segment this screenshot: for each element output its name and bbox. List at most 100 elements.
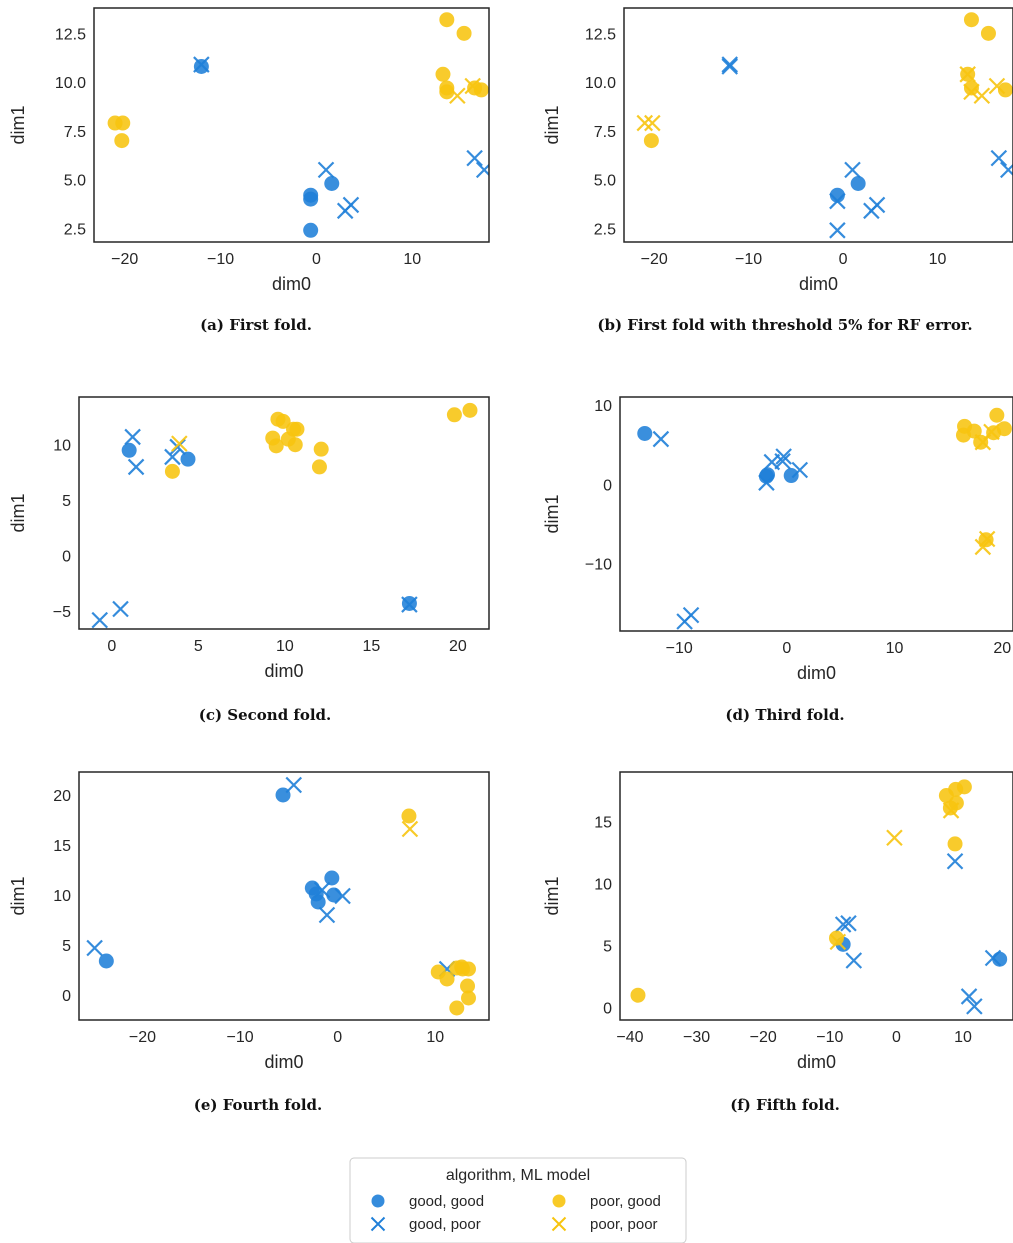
y-tick-label: 20 xyxy=(53,788,71,805)
x-tick-label: 20 xyxy=(449,638,467,655)
data-point-circle xyxy=(473,82,489,98)
data-point-circle xyxy=(180,451,196,467)
legend: algorithm, ML model good, good good, poor p… xyxy=(349,1157,687,1243)
y-tick-label: 5 xyxy=(603,939,612,956)
legend-title: algorithm, ML model xyxy=(446,1167,590,1184)
data-point-circle xyxy=(963,80,979,96)
data-point-circle xyxy=(313,441,329,457)
data-point-x xyxy=(974,433,992,451)
data-point-circle xyxy=(121,442,137,458)
data-point-circle xyxy=(966,423,982,439)
data-point-x xyxy=(464,77,481,95)
legend-item: good, poor xyxy=(370,1216,481,1233)
data-points xyxy=(637,407,1012,630)
x-tick-label: 10 xyxy=(426,1029,444,1046)
y-axis-label: dim1 xyxy=(542,494,562,533)
data-point-x xyxy=(124,428,141,446)
y-tick-label: 10.0 xyxy=(55,75,86,92)
legend-item: poor, poor xyxy=(551,1216,658,1233)
data-point-circle xyxy=(980,25,996,41)
data-point-circle xyxy=(439,12,455,28)
y-tick-label: 2.5 xyxy=(64,221,86,238)
plot-frame xyxy=(619,771,1013,1021)
x-axis-label: dim0 xyxy=(272,274,311,294)
x-tick-label: 10 xyxy=(954,1029,972,1046)
x-tick-label: −10 xyxy=(666,640,693,657)
data-point-x xyxy=(791,461,809,479)
data-point-x xyxy=(983,423,1000,441)
legend-marker-circle xyxy=(552,1194,566,1208)
data-point-x xyxy=(868,196,886,214)
subfigure-caption: (a) First fold. xyxy=(200,316,312,334)
data-point-x xyxy=(721,56,739,73)
subplot-panel: −20 −10 0 10 0 5 10 15 20 dim0 dim1 (e) Fourth fold… xyxy=(8,771,490,1114)
x-tick-label: −10 xyxy=(735,251,762,268)
data-point-x xyxy=(840,915,857,932)
data-point-x xyxy=(644,114,661,132)
data-point-x xyxy=(974,538,992,556)
y-tick-label: 5.0 xyxy=(594,173,616,190)
y-axis-label: dim1 xyxy=(8,105,28,144)
subfigure-caption: (f) Fifth fold. xyxy=(730,1096,840,1114)
data-point-x xyxy=(682,606,700,624)
data-point-x xyxy=(318,906,336,924)
plot-frame xyxy=(93,7,490,243)
data-point-circle xyxy=(435,66,451,82)
data-point-x xyxy=(127,458,145,476)
data-point-x xyxy=(946,853,964,870)
data-points xyxy=(107,12,489,238)
data-point-circle xyxy=(401,808,417,824)
data-point-x xyxy=(112,600,129,618)
data-point-circle xyxy=(446,407,462,423)
x-tick-label: 0 xyxy=(107,638,116,655)
y-tick-label: −5 xyxy=(53,604,71,621)
x-tick-label: 0 xyxy=(782,640,791,657)
data-points xyxy=(630,779,1008,1015)
x-tick-label: −40 xyxy=(616,1029,643,1046)
data-point-x xyxy=(990,149,1008,167)
y-tick-label: 12.5 xyxy=(585,26,616,43)
data-point-circle xyxy=(311,459,327,475)
x-tick-label: 0 xyxy=(333,1029,342,1046)
x-tick-label: −20 xyxy=(111,251,138,268)
x-tick-label: −20 xyxy=(750,1029,777,1046)
x-tick-label: −10 xyxy=(227,1029,254,1046)
y-tick-label: 10.0 xyxy=(585,75,616,92)
data-point-x xyxy=(829,222,846,239)
subfigure-caption: (e) Fourth fold. xyxy=(194,1096,323,1114)
y-tick-label: 0 xyxy=(62,988,71,1005)
data-point-x xyxy=(984,949,1002,967)
data-point-circle xyxy=(630,987,646,1003)
y-tick-label: 5 xyxy=(62,493,71,510)
x-tick-label: −10 xyxy=(207,251,234,268)
y-tick-label: 0 xyxy=(62,549,71,566)
data-point-x xyxy=(959,66,976,83)
y-tick-label: 10 xyxy=(53,888,71,905)
x-axis-label: dim0 xyxy=(799,274,838,294)
data-point-x xyxy=(285,776,303,794)
x-tick-label: 0 xyxy=(892,1029,901,1046)
y-tick-label: −10 xyxy=(585,557,612,574)
data-point-x xyxy=(960,988,978,1005)
plot-frame xyxy=(78,771,490,1021)
data-point-x xyxy=(86,939,103,957)
subfigure-caption: (b) First fold with threshold 5% for RF … xyxy=(597,316,972,334)
y-axis-label: dim1 xyxy=(8,493,28,532)
data-point-x xyxy=(169,438,186,456)
subfigure-caption: (d) Third fold. xyxy=(725,706,844,724)
x-tick-label: 10 xyxy=(403,251,421,268)
data-point-x xyxy=(966,998,983,1015)
data-point-x xyxy=(774,452,791,470)
data-point-circle xyxy=(643,133,659,149)
y-tick-label: 0 xyxy=(603,1001,612,1018)
y-tick-label: 12.5 xyxy=(55,26,86,43)
data-point-circle xyxy=(989,407,1005,423)
data-point-circle xyxy=(114,133,130,149)
subplot-panel: 0 5 10 15 20 −5 0 5 10 dim0 dim1 (c) Second fold. xyxy=(8,396,490,724)
data-point-x xyxy=(834,916,852,933)
y-tick-label: 10 xyxy=(594,877,612,894)
data-point-circle xyxy=(193,59,209,74)
legend-marker-x xyxy=(370,1216,386,1232)
data-point-x xyxy=(313,881,331,899)
